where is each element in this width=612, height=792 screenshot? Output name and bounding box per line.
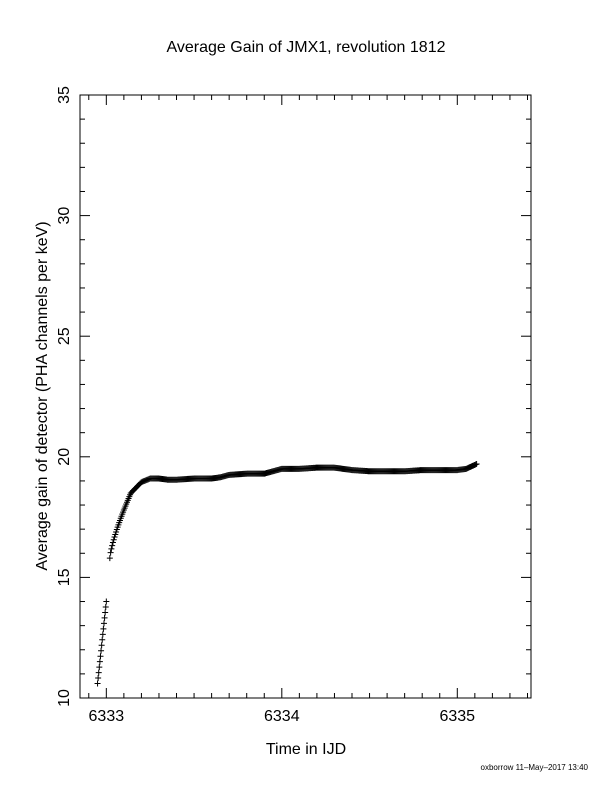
x-axis-label: Time in IJD (266, 741, 346, 758)
data-point (101, 614, 108, 621)
data-point (106, 555, 113, 562)
chart-title: Average Gain of JMX1, revolution 1812 (167, 39, 446, 56)
data-point (107, 549, 114, 556)
plot-frame (79, 94, 532, 699)
y-axis-label: Average gain of detector (PHA channels p… (34, 221, 51, 570)
data-point (98, 642, 105, 649)
x-axis-ticks: 6333 6334 6335 (88, 95, 528, 725)
data-point (100, 625, 107, 632)
data-point (473, 461, 480, 468)
y-tick-label: 10 (56, 689, 73, 707)
data-point (95, 669, 102, 676)
y-tick-label: 35 (56, 86, 73, 104)
data-point (111, 534, 118, 541)
data-point (95, 675, 102, 682)
x-tick-label: 6335 (439, 708, 475, 725)
y-tick-label: 20 (56, 448, 73, 466)
y-tick-label: 25 (56, 327, 73, 345)
data-point (103, 598, 110, 605)
data-point (108, 545, 115, 552)
data-point (94, 680, 101, 687)
data-point (96, 658, 103, 665)
y-axis-ticks: 10 15 20 25 30 35 (56, 86, 531, 707)
y-tick-label: 30 (56, 207, 73, 225)
data-point (110, 536, 117, 543)
data-point (99, 636, 106, 643)
data-point (98, 647, 105, 654)
data-point (100, 620, 107, 627)
x-tick-label: 6333 (89, 708, 125, 725)
y-tick-label: 15 (56, 568, 73, 586)
data-points (94, 461, 480, 687)
footer-credit: oxborrow 11–May–2017 13:40 (481, 763, 589, 772)
data-point (109, 539, 116, 546)
data-point (97, 653, 104, 660)
data-point (96, 664, 103, 671)
data-point (109, 542, 116, 549)
data-point (99, 631, 106, 638)
data-point (102, 609, 109, 616)
x-tick-label: 6334 (264, 708, 300, 725)
data-point (102, 603, 109, 610)
